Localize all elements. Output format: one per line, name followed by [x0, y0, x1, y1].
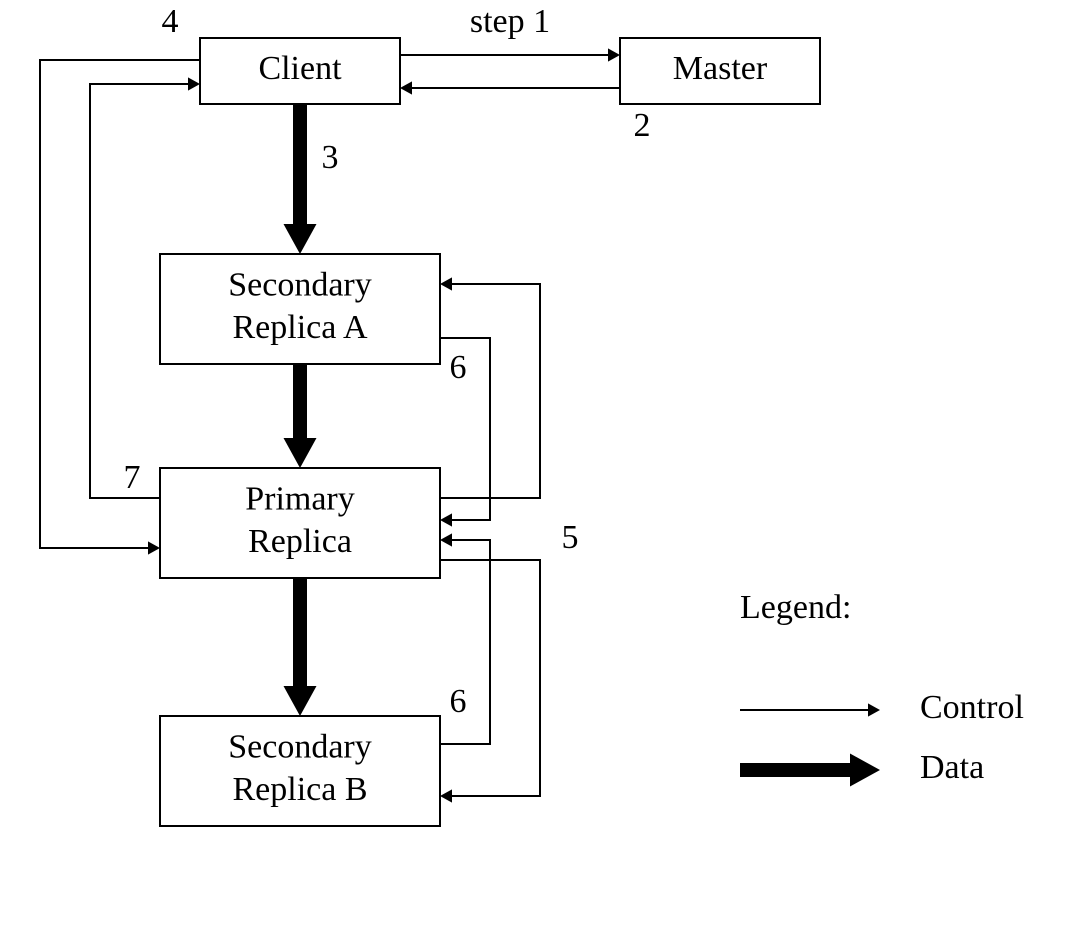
edge-master_to_client: [400, 81, 620, 94]
label-sixA: 6: [450, 349, 467, 386]
node-client: Client: [200, 38, 400, 104]
label-two: 2: [634, 107, 651, 144]
label-three: 3: [322, 139, 339, 176]
node-master-label-0: Master: [673, 50, 768, 87]
node-secB-label-1: Replica B: [232, 771, 367, 808]
node-master: Master: [620, 38, 820, 104]
label-four: 4: [162, 3, 179, 40]
node-secA-label-0: Secondary: [228, 267, 372, 304]
edge-client_to_secA_data: [284, 104, 317, 254]
legend-title: Legend:: [740, 589, 851, 626]
node-primary-label-0: Primary: [245, 481, 355, 518]
legend-control-label: Control: [920, 689, 1024, 726]
legend-data-label: Data: [920, 749, 984, 786]
label-step1: step 1: [470, 3, 550, 40]
node-secA-label-1: Replica A: [232, 309, 367, 346]
node-primary: Primary Replica: [160, 468, 440, 578]
node-secA: Secondary Replica A: [160, 254, 440, 364]
label-five: 5: [562, 519, 579, 556]
legend-data-arrow: [740, 754, 880, 787]
edge-client_to_master: [400, 48, 620, 61]
replica-flow-diagram: Client Master Secondary Replica A Primary Rep…: [0, 0, 1090, 930]
node-primary-label-1: Replica: [248, 523, 352, 560]
edge-primary_to_secB_data: [284, 578, 317, 716]
label-sixB: 6: [450, 683, 467, 720]
label-seven: 7: [124, 459, 141, 496]
edge-secA_to_primary_data: [284, 364, 317, 468]
legend-control-arrow: [740, 703, 880, 716]
node-secB-label-0: Secondary: [228, 729, 372, 766]
node-client-label-0: Client: [258, 50, 342, 87]
node-secB: Secondary Replica B: [160, 716, 440, 826]
